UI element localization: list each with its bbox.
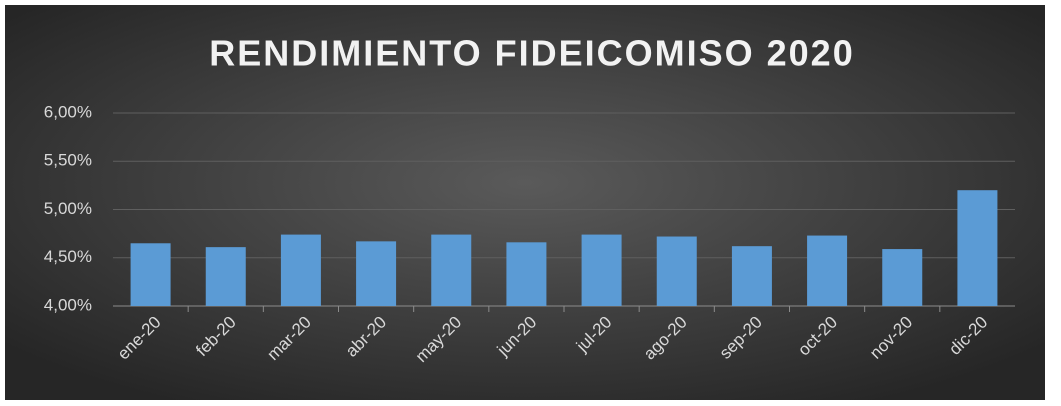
bar xyxy=(731,246,772,306)
bar xyxy=(656,236,697,306)
bar xyxy=(205,247,246,306)
y-tick-label: 5,50% xyxy=(44,151,92,170)
chart-title: RENDIMIENTO FIDEICOMISO 2020 xyxy=(209,33,854,74)
y-tick-label: 5,00% xyxy=(44,199,92,218)
bar xyxy=(807,235,848,306)
bar xyxy=(581,234,622,306)
bar xyxy=(130,243,171,306)
bar xyxy=(356,241,397,306)
chart-background xyxy=(5,5,1045,400)
y-tick-label: 4,50% xyxy=(44,247,92,266)
bar xyxy=(882,249,923,306)
y-tick-label: 6,00% xyxy=(44,102,92,121)
bar xyxy=(506,242,547,306)
bar xyxy=(431,234,472,306)
bar xyxy=(280,234,321,306)
y-tick-label: 4,00% xyxy=(44,295,92,314)
bar xyxy=(957,190,998,306)
